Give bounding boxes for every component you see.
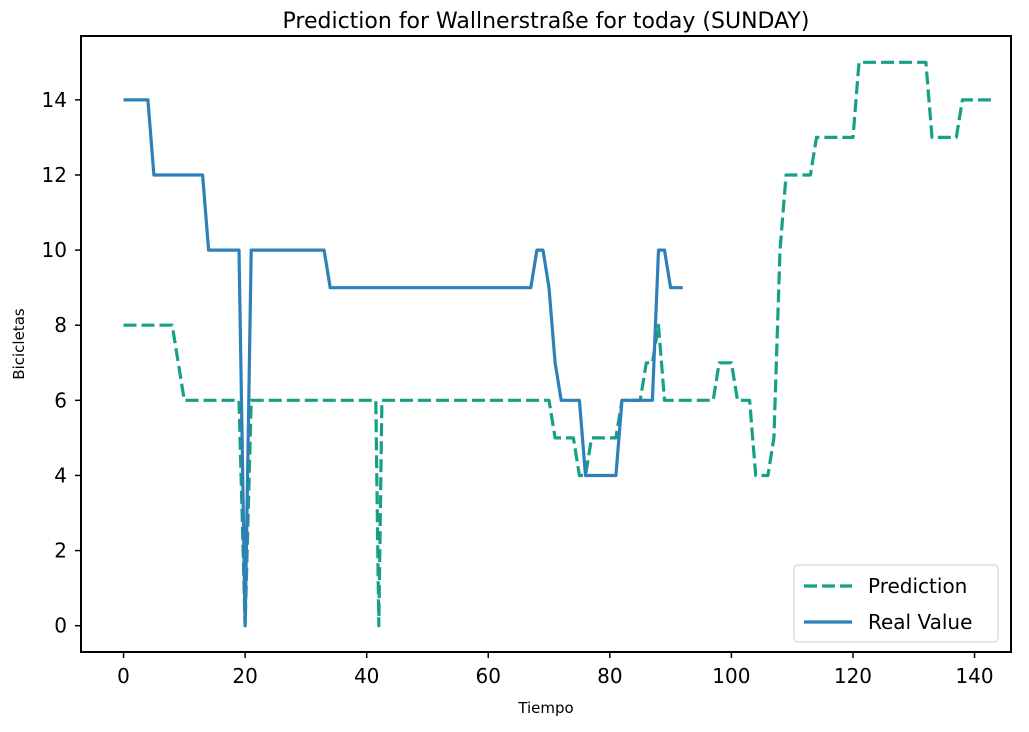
x-tick-label: 40 [354, 664, 379, 688]
y-axis-label: Bicicletas [10, 308, 28, 380]
x-tick-label: 140 [955, 664, 993, 688]
x-tick-label: 100 [712, 664, 750, 688]
plot-frame [80, 35, 1012, 653]
x-tick-label: 80 [597, 664, 622, 688]
tick-layer: 0 20 40 60 80 100 120 140 0 2 4 6 8 10 12 14 [42, 88, 994, 688]
y-tick-label: 12 [42, 163, 67, 187]
legend: Prediction Real Value [793, 564, 999, 643]
x-tick-label: 120 [834, 664, 872, 688]
y-tick-label: 14 [42, 88, 67, 112]
x-tick-label: 0 [117, 664, 130, 688]
y-tick-label: 0 [54, 614, 67, 638]
x-axis-label: Tiempo [517, 699, 573, 717]
chart-title: Prediction for Wallnerstraße for today (… [283, 9, 810, 34]
y-tick-label: 4 [54, 463, 67, 487]
y-tick-label: 2 [54, 539, 67, 563]
legend-label-real-value: Real Value [868, 610, 972, 634]
series-line-prediction [123, 60, 993, 628]
series-line-real-value [123, 98, 683, 628]
y-tick-label: 8 [54, 313, 67, 337]
series-layer [123, 60, 993, 628]
y-tick-label: 10 [42, 238, 67, 262]
legend-label-prediction: Prediction [868, 574, 967, 598]
y-tick-label: 6 [54, 388, 67, 412]
x-tick-label: 60 [476, 664, 501, 688]
x-tick-label: 20 [232, 664, 257, 688]
